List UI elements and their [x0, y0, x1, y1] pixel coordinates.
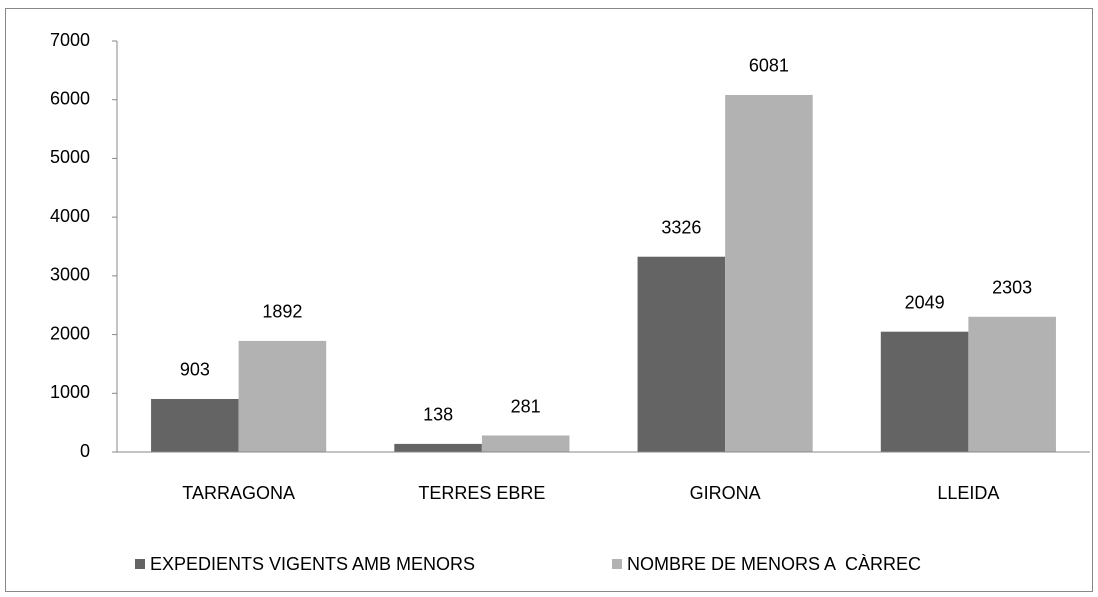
bar	[880, 331, 969, 452]
y-tick-label: 2000	[50, 323, 90, 343]
bar	[725, 94, 813, 452]
value-label: 2303	[992, 278, 1032, 298]
bar	[394, 443, 482, 452]
y-tick-label: 5000	[50, 147, 90, 167]
value-label: 138	[423, 405, 453, 425]
x-tick-label: TERRES EBRE	[418, 483, 545, 503]
bar	[151, 398, 239, 452]
chart-border	[5, 8, 1093, 592]
y-tick-label: 1000	[50, 382, 90, 402]
value-label: 2049	[905, 292, 945, 312]
x-tick-label: LLEIDA	[937, 483, 999, 503]
legend-swatch	[135, 559, 145, 569]
x-tick-label: GIRONA	[690, 483, 761, 503]
y-tick-label: 6000	[50, 88, 90, 108]
bar	[481, 435, 570, 452]
value-label: 903	[180, 360, 210, 380]
bar	[968, 316, 1056, 452]
legend-label: EXPEDIENTS VIGENTS AMB MENORS	[150, 554, 475, 574]
y-tick-label: 7000	[50, 30, 90, 50]
value-label: 6081	[749, 56, 789, 76]
value-label: 3326	[661, 217, 701, 237]
y-tick-label: 4000	[50, 206, 90, 226]
value-label: 281	[511, 396, 541, 416]
bar	[637, 256, 726, 452]
y-tick-label: 0	[80, 441, 90, 461]
bar	[238, 340, 327, 452]
y-tick-label: 3000	[50, 265, 90, 285]
x-tick-label: TARRAGONA	[182, 483, 295, 503]
value-label: 1892	[262, 302, 302, 322]
legend-label: NOMBRE DE MENORS A CÀRREC	[627, 554, 921, 574]
legend-swatch	[612, 559, 622, 569]
